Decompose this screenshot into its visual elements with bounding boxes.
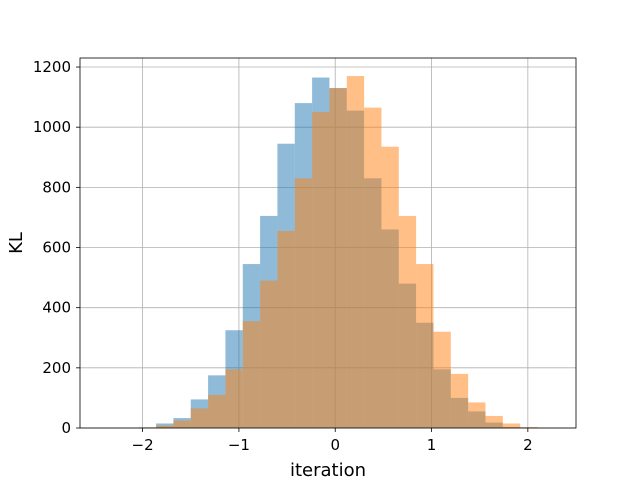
histogram-bar-series-2 xyxy=(277,230,295,428)
histogram-bar-series-2 xyxy=(381,146,399,428)
histogram-bar-series-2 xyxy=(242,321,261,428)
histogram-bar-series-2 xyxy=(173,420,191,428)
histogram-bar-series-2 xyxy=(329,88,347,428)
histogram-bar-series-2 xyxy=(416,264,434,428)
histogram-bar-series-2 xyxy=(398,215,417,428)
histogram-bar-series-2 xyxy=(156,425,174,428)
axis-ticks: −2 −1 0 1 2 0 200 400 600 800 1000 1200 xyxy=(33,58,533,454)
plot-frame xyxy=(79,57,577,429)
histogram-bar-series-2 xyxy=(502,423,521,428)
histogram-bar-series-2 xyxy=(433,331,451,428)
x-tick-label: 1 xyxy=(427,436,437,454)
x-tick-label: −2 xyxy=(132,436,154,454)
histogram-bar-series-2 xyxy=(468,402,486,428)
x-tick-label: 2 xyxy=(523,436,533,454)
histogram-bars xyxy=(138,76,538,429)
y-tick-label: 400 xyxy=(42,299,71,317)
x-tick-label: 0 xyxy=(330,436,340,454)
histogram-bar-series-2 xyxy=(364,107,382,428)
y-tick-label: 200 xyxy=(42,359,71,377)
y-axis-label: KL xyxy=(6,232,27,254)
histogram-bar-series-2 xyxy=(520,427,538,428)
histogram-bar-series-2 xyxy=(260,280,278,428)
histogram-bar-series-2 xyxy=(450,373,469,428)
y-tick-label: 0 xyxy=(61,419,71,437)
histogram-bar-series-2 xyxy=(485,415,503,428)
y-tick-label: 1200 xyxy=(33,58,71,76)
y-tick-label: 800 xyxy=(42,178,71,196)
histogram-bar-series-2 xyxy=(225,369,243,428)
histogram-bar-series-2 xyxy=(312,112,330,429)
histogram-bar-series-2 xyxy=(190,408,209,428)
y-tick-label: 600 xyxy=(42,239,71,257)
x-tick-label: −1 xyxy=(228,436,250,454)
histogram-bar-series-2 xyxy=(294,178,313,428)
histogram-bar-series-2 xyxy=(208,394,226,428)
x-axis-label: iteration xyxy=(290,460,366,480)
histogram-bar-series-2 xyxy=(346,76,365,429)
y-tick-label: 1000 xyxy=(33,118,71,136)
